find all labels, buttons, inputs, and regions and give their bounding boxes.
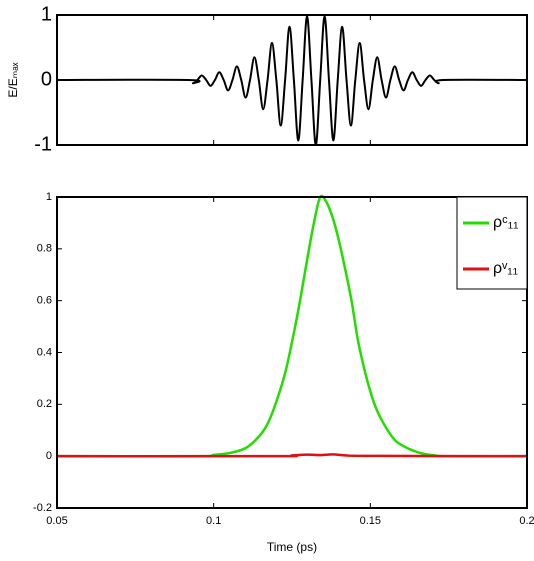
- y-tick-label: 0.4: [37, 346, 52, 358]
- x-tick-label: 0.2: [519, 515, 534, 527]
- y-tick-label: 0: [41, 68, 52, 90]
- x-tick-label: 0.15: [360, 515, 381, 527]
- y-axis-label: E/Eₘₐₓ: [6, 62, 20, 97]
- axes: -0.2 0 0.2 0.4 0.6 0.8 1 0.05 0.1 0.15 0.2 Time (ps…: [33, 191, 534, 554]
- legend: ρᶜ₁₁ ρᵛ₁₁: [456, 196, 528, 290]
- x-tick-label: 0.05: [46, 515, 67, 527]
- plot-frame: [56, 14, 528, 146]
- x-axis-label: Time (ps): [267, 540, 317, 554]
- y-tick-label: 1: [41, 3, 52, 25]
- y-tick-label: 1: [46, 191, 52, 203]
- axes: -1 0 1 E/Eₘₐₓ: [6, 3, 528, 155]
- legend-label: ρᶜ₁₁: [493, 214, 519, 231]
- y-tick-label: 0: [46, 450, 52, 462]
- y-tick-label: 0.8: [37, 243, 52, 255]
- legend-box: [456, 196, 528, 290]
- legend-label: ρᵛ₁₁: [493, 260, 518, 277]
- y-tick-label: -1: [34, 133, 52, 155]
- y-tick-label: -0.2: [33, 502, 52, 514]
- plot-frame: [56, 196, 528, 509]
- y-tick-label: 0.2: [37, 398, 52, 410]
- series-line: [56, 194, 528, 458]
- y-tick-label: 0.6: [37, 295, 52, 307]
- series-line: [56, 453, 528, 458]
- x-tick-label: 0.1: [206, 515, 221, 527]
